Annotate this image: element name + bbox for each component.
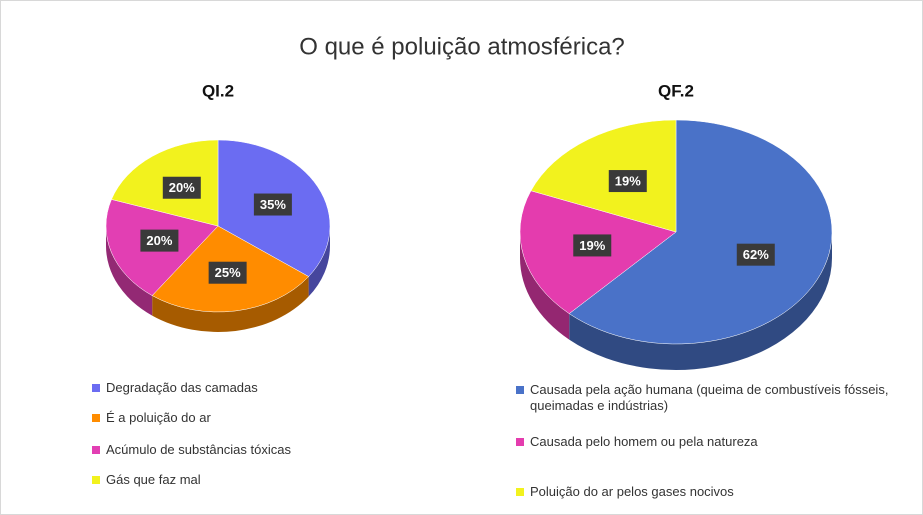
legend-label: Gás que faz mal xyxy=(106,472,201,487)
pie-slice xyxy=(530,119,677,233)
value-label-box xyxy=(162,176,201,199)
value-label-box xyxy=(208,261,247,284)
value-label: 25% xyxy=(215,265,241,280)
legend-label: Poluição do ar pelos gases nocivos xyxy=(530,484,734,499)
legend-item: Causada pela ação humana (queima de comb… xyxy=(516,382,896,414)
value-label: 19% xyxy=(579,238,605,253)
legend-label: Causada pela ação humana (queima de comb… xyxy=(530,382,889,413)
legend-item: É a poluição do ar xyxy=(92,410,372,426)
legend-swatch xyxy=(516,438,524,446)
legend-item: Causada pelo homem ou pela natureza xyxy=(516,434,896,450)
legend-swatch xyxy=(92,476,100,484)
value-label: 20% xyxy=(169,180,195,195)
legend-label: Causada pelo homem ou pela natureza xyxy=(530,434,758,449)
legend-swatch xyxy=(516,386,524,394)
value-label-box xyxy=(736,243,775,266)
legend-label: Acúmulo de substâncias tóxicas xyxy=(106,442,291,457)
legend-label: É a poluição do ar xyxy=(106,410,211,425)
legend-item: Degradação das camadas xyxy=(92,380,372,396)
chart-title: QF.2 xyxy=(658,81,694,100)
value-label: 20% xyxy=(146,233,172,248)
legend-label: Degradação das camadas xyxy=(106,380,258,395)
legend-swatch xyxy=(92,414,100,422)
value-label-box xyxy=(140,229,179,252)
legend-item: Gás que faz mal xyxy=(92,472,372,488)
legend-item: Acúmulo de substâncias tóxicas xyxy=(92,442,372,458)
legend-swatch xyxy=(92,446,100,454)
value-label: 19% xyxy=(615,173,641,188)
pie-side xyxy=(520,232,570,340)
legend-swatch xyxy=(92,384,100,392)
pie-side xyxy=(308,226,330,297)
pie-side xyxy=(152,276,309,332)
value-label: 62% xyxy=(743,247,769,262)
pie-side xyxy=(569,232,832,371)
chart-title: QI.2 xyxy=(202,81,234,100)
legend-swatch xyxy=(516,488,524,496)
pie-side xyxy=(106,226,153,316)
value-label-box xyxy=(573,234,612,257)
value-label-box xyxy=(608,170,647,193)
value-label: 35% xyxy=(260,197,286,212)
value-label-box xyxy=(253,193,292,216)
main-title: O que é poluição atmosférica? xyxy=(299,33,625,60)
legend-item: Poluição do ar pelos gases nocivos xyxy=(516,484,896,500)
pie-slice xyxy=(568,119,833,345)
